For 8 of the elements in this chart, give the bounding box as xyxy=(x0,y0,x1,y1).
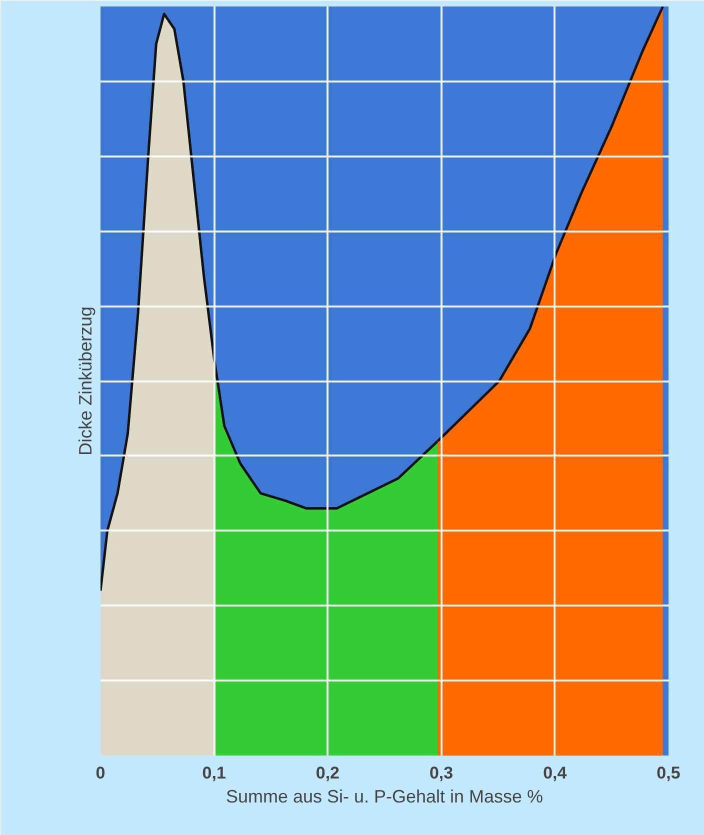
y-axis-title: Dicke Zinküberzug xyxy=(76,306,96,456)
x-axis-title: Summe aus Si- u. P-Gehalt in Masse % xyxy=(226,786,544,806)
x-tick-label: 0,3 xyxy=(429,764,454,782)
x-tick-label: 0,4 xyxy=(543,764,568,782)
x-tick-label: 0 xyxy=(96,764,106,782)
x-tick-label: 0,1 xyxy=(202,764,226,782)
x-tick-label: 0,2 xyxy=(316,764,340,782)
x-tick-label: 0,5 xyxy=(656,764,680,782)
